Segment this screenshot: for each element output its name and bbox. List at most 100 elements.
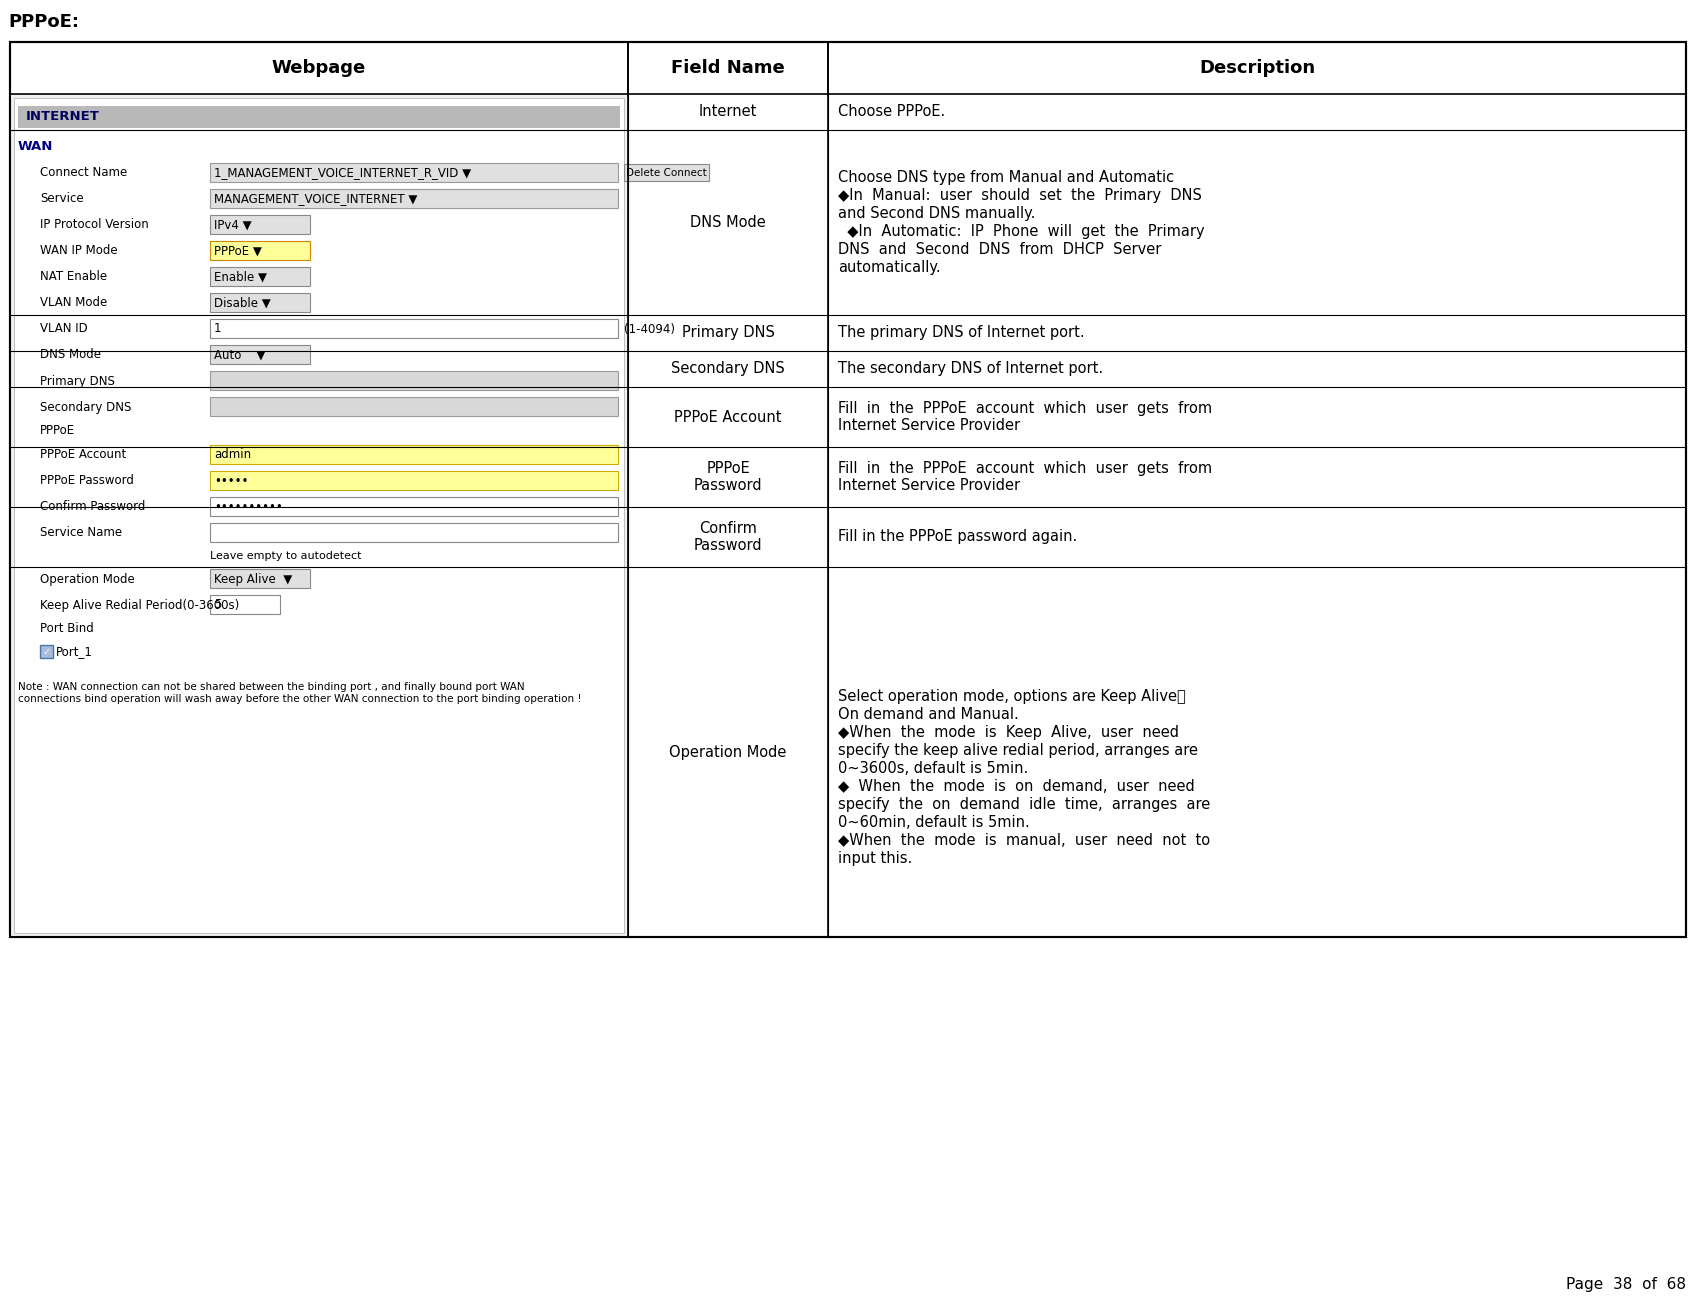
Bar <box>41 645 53 658</box>
Bar <box>210 497 617 516</box>
Text: Fill  in  the  PPPoE  account  which  user  gets  from: Fill in the PPPoE account which user get… <box>838 401 1213 415</box>
Text: On demand and Manual.: On demand and Manual. <box>838 706 1019 722</box>
Text: Fill in the PPPoE password again.: Fill in the PPPoE password again. <box>838 530 1077 545</box>
Text: Connect Name: Connect Name <box>41 167 127 180</box>
Text: Page  38  of  68: Page 38 of 68 <box>1565 1278 1686 1292</box>
Text: Disable ▼: Disable ▼ <box>214 297 271 310</box>
Bar <box>19 105 621 127</box>
Text: Field Name: Field Name <box>672 59 785 77</box>
Text: PPPoE:: PPPoE: <box>8 13 80 31</box>
Bar <box>210 189 617 208</box>
Text: Secondary DNS: Secondary DNS <box>672 362 785 376</box>
Text: ◆  When  the  mode  is  on  demand,  user  need: ◆ When the mode is on demand, user need <box>838 779 1194 794</box>
Bar <box>210 163 617 182</box>
Bar <box>210 371 617 390</box>
Text: PPPoE Account: PPPoE Account <box>41 449 126 462</box>
Text: •••••: ••••• <box>214 475 248 488</box>
Text: PPPoE Password: PPPoE Password <box>41 475 134 488</box>
Text: Confirm: Confirm <box>699 520 756 536</box>
Text: Service Name: Service Name <box>41 527 122 540</box>
Text: Operation Mode: Operation Mode <box>41 572 134 585</box>
Text: Keep Alive  ▼: Keep Alive ▼ <box>214 572 292 585</box>
Text: Keep Alive Redial Period(0-3600s): Keep Alive Redial Period(0-3600s) <box>41 598 239 611</box>
Text: specify  the  on  demand  idle  time,  arranges  are: specify the on demand idle time, arrange… <box>838 798 1211 812</box>
Text: (1-4094): (1-4094) <box>624 323 675 336</box>
Bar <box>210 345 310 364</box>
Text: Password: Password <box>694 539 762 553</box>
Text: and Second DNS manually.: and Second DNS manually. <box>838 206 1035 221</box>
Text: ◆In  Manual:  user  should  set  the  Primary  DNS: ◆In Manual: user should set the Primary … <box>838 189 1202 203</box>
Bar <box>210 215 310 234</box>
Bar <box>10 42 1686 937</box>
Text: Webpage: Webpage <box>271 59 366 77</box>
Text: Internet Service Provider: Internet Service Provider <box>838 479 1019 493</box>
Bar <box>210 471 617 490</box>
Text: ✓: ✓ <box>42 647 51 657</box>
Bar <box>210 595 280 614</box>
Bar <box>210 569 310 588</box>
Text: The secondary DNS of Internet port.: The secondary DNS of Internet port. <box>838 362 1102 376</box>
Text: ◆When  the  mode  is  Keep  Alive,  user  need: ◆When the mode is Keep Alive, user need <box>838 725 1179 740</box>
Text: 1_MANAGEMENT_VOICE_INTERNET_R_VID ▼: 1_MANAGEMENT_VOICE_INTERNET_R_VID ▼ <box>214 167 471 180</box>
Text: Auto    ▼: Auto ▼ <box>214 349 265 362</box>
Text: ◆When  the  mode  is  manual,  user  need  not  to: ◆When the mode is manual, user need not … <box>838 833 1211 848</box>
Text: input this.: input this. <box>838 851 912 866</box>
Text: NAT Enable: NAT Enable <box>41 271 107 284</box>
Text: Primary DNS: Primary DNS <box>41 375 115 388</box>
Bar <box>210 445 617 464</box>
Text: Note : WAN connection can not be shared between the binding port , and finally b: Note : WAN connection can not be shared … <box>19 682 582 704</box>
Text: PPPoE ▼: PPPoE ▼ <box>214 245 261 258</box>
Text: Enable ▼: Enable ▼ <box>214 271 266 284</box>
Bar <box>210 241 310 260</box>
Text: PPPoE: PPPoE <box>41 424 75 437</box>
Text: ••••••••••: •••••••••• <box>214 501 283 514</box>
Text: Description: Description <box>1199 59 1314 77</box>
Bar <box>210 293 310 312</box>
Text: Service: Service <box>41 193 83 206</box>
Text: Internet: Internet <box>699 104 756 120</box>
Text: Secondary DNS: Secondary DNS <box>41 401 131 414</box>
Text: Choose DNS type from Manual and Automatic: Choose DNS type from Manual and Automati… <box>838 170 1174 185</box>
Text: PPPoE Account: PPPoE Account <box>675 410 782 424</box>
Text: Password: Password <box>694 477 762 493</box>
Text: 0~3600s, default is 5min.: 0~3600s, default is 5min. <box>838 761 1028 775</box>
Text: specify the keep alive redial period, arranges are: specify the keep alive redial period, ar… <box>838 743 1197 758</box>
Text: Choose PPPoE.: Choose PPPoE. <box>838 104 945 120</box>
Text: Delete Connect: Delete Connect <box>626 168 706 178</box>
Bar <box>10 94 628 937</box>
Text: Fill  in  the  PPPoE  account  which  user  gets  from: Fill in the PPPoE account which user get… <box>838 461 1213 475</box>
Text: MANAGEMENT_VOICE_INTERNET ▼: MANAGEMENT_VOICE_INTERNET ▼ <box>214 193 417 206</box>
Text: 0~60min, default is 5min.: 0~60min, default is 5min. <box>838 814 1029 830</box>
Bar <box>14 98 624 933</box>
Text: DNS Mode: DNS Mode <box>690 215 767 230</box>
Text: Port_1: Port_1 <box>56 645 93 658</box>
Bar <box>210 267 310 286</box>
Bar <box>210 523 617 543</box>
Text: Port Bind: Port Bind <box>41 622 93 635</box>
Text: The primary DNS of Internet port.: The primary DNS of Internet port. <box>838 325 1085 341</box>
Text: Leave empty to autodetect: Leave empty to autodetect <box>210 552 361 561</box>
Text: Confirm Password: Confirm Password <box>41 501 146 514</box>
Bar <box>210 397 617 416</box>
Text: WAN IP Mode: WAN IP Mode <box>41 245 117 258</box>
Text: DNS Mode: DNS Mode <box>41 349 102 362</box>
Text: VLAN Mode: VLAN Mode <box>41 297 107 310</box>
Text: VLAN ID: VLAN ID <box>41 323 88 336</box>
Text: Internet Service Provider: Internet Service Provider <box>838 419 1019 433</box>
Text: admin: admin <box>214 449 251 462</box>
Bar <box>624 164 709 181</box>
Bar <box>10 42 1686 937</box>
Text: PPPoE: PPPoE <box>706 461 750 476</box>
Bar <box>210 319 617 338</box>
Text: ◆In  Automatic:  IP  Phone  will  get  the  Primary: ◆In Automatic: IP Phone will get the Pri… <box>838 224 1204 239</box>
Text: automatically.: automatically. <box>838 260 941 275</box>
Text: WAN: WAN <box>19 139 53 152</box>
Text: INTERNET: INTERNET <box>25 111 100 124</box>
Text: IPv4 ▼: IPv4 ▼ <box>214 219 251 232</box>
Text: Operation Mode: Operation Mode <box>670 744 787 760</box>
Text: DNS  and  Second  DNS  from  DHCP  Server: DNS and Second DNS from DHCP Server <box>838 242 1162 258</box>
Text: Primary DNS: Primary DNS <box>682 325 775 341</box>
Text: IP Protocol Version: IP Protocol Version <box>41 219 149 232</box>
Text: 5: 5 <box>214 598 222 611</box>
Text: Select operation mode, options are Keep Alive，: Select operation mode, options are Keep … <box>838 690 1186 704</box>
